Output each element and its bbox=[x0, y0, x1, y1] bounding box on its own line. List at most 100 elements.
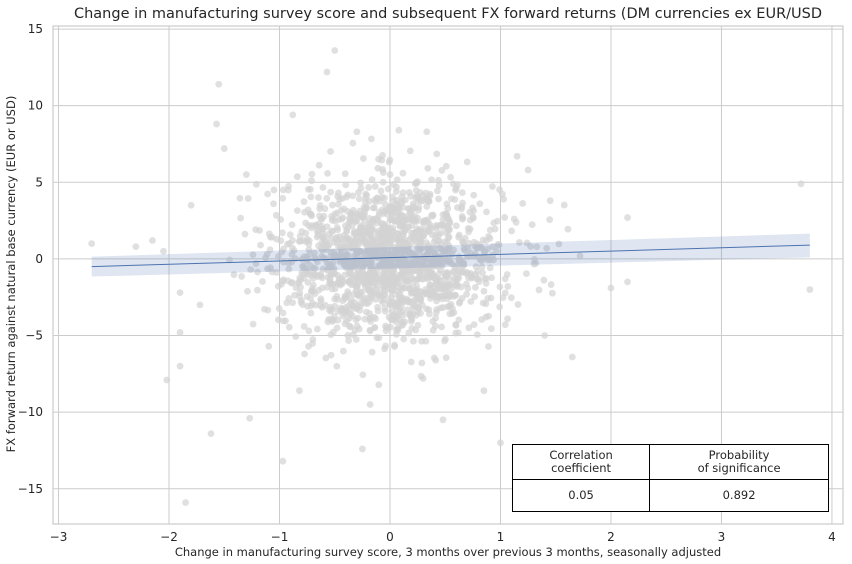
data-point bbox=[401, 196, 409, 204]
data-point bbox=[400, 335, 408, 343]
data-point bbox=[399, 189, 407, 197]
data-point bbox=[132, 243, 140, 251]
y-tick-label: 0 bbox=[35, 252, 43, 266]
y-tick-label: 5 bbox=[35, 175, 43, 189]
data-point bbox=[607, 284, 615, 292]
data-point bbox=[283, 299, 291, 307]
data-point bbox=[371, 280, 379, 288]
data-point bbox=[407, 192, 415, 200]
data-point bbox=[252, 180, 260, 188]
data-point bbox=[241, 230, 249, 238]
data-point bbox=[519, 200, 527, 207]
y-tick-label: 15 bbox=[28, 22, 43, 36]
data-point bbox=[486, 264, 494, 272]
data-point bbox=[564, 225, 572, 233]
data-point bbox=[473, 331, 481, 339]
data-point bbox=[378, 219, 385, 227]
data-point bbox=[452, 321, 459, 329]
data-point bbox=[349, 192, 357, 200]
data-point bbox=[435, 245, 443, 252]
data-point bbox=[345, 337, 353, 344]
data-point bbox=[260, 305, 268, 313]
data-point bbox=[368, 348, 376, 356]
data-point bbox=[303, 269, 310, 277]
data-point bbox=[479, 299, 487, 307]
data-point bbox=[349, 274, 357, 282]
data-point bbox=[328, 212, 336, 220]
data-point bbox=[313, 325, 321, 333]
data-point bbox=[385, 313, 393, 321]
data-point bbox=[370, 204, 378, 212]
data-point bbox=[484, 245, 492, 253]
data-point bbox=[496, 303, 504, 311]
data-point bbox=[399, 321, 407, 329]
data-point bbox=[358, 445, 366, 453]
data-point bbox=[236, 194, 244, 202]
data-point bbox=[547, 281, 555, 288]
data-point bbox=[344, 332, 352, 339]
data-point bbox=[367, 318, 374, 325]
data-point bbox=[279, 277, 287, 285]
data-point bbox=[368, 135, 375, 143]
data-point bbox=[343, 193, 350, 201]
data-point bbox=[523, 239, 531, 247]
data-point bbox=[336, 251, 344, 259]
data-point bbox=[447, 173, 455, 181]
data-point bbox=[431, 275, 439, 283]
data-point bbox=[388, 208, 396, 216]
data-point bbox=[149, 237, 156, 244]
data-point bbox=[370, 269, 378, 277]
data-point bbox=[485, 312, 492, 320]
data-point bbox=[435, 176, 442, 184]
data-point bbox=[318, 239, 326, 247]
correlation-header: Correlation coefficient bbox=[511, 444, 651, 480]
data-point bbox=[467, 298, 475, 305]
data-point bbox=[307, 224, 315, 232]
data-point bbox=[411, 180, 419, 188]
data-point bbox=[428, 270, 436, 278]
data-point bbox=[321, 205, 329, 213]
data-point bbox=[305, 327, 313, 335]
data-point bbox=[487, 325, 495, 333]
data-point bbox=[289, 299, 296, 307]
chart-title: Change in manufacturing survey score and… bbox=[74, 6, 822, 22]
data-point bbox=[384, 185, 392, 193]
data-point bbox=[459, 262, 466, 269]
data-point bbox=[284, 186, 292, 194]
data-point bbox=[407, 310, 414, 318]
data-point bbox=[333, 362, 341, 370]
data-point bbox=[315, 194, 322, 201]
data-point bbox=[364, 279, 372, 286]
data-point bbox=[363, 191, 371, 199]
data-point bbox=[244, 195, 252, 202]
data-point bbox=[392, 331, 400, 338]
data-point bbox=[393, 324, 401, 332]
data-point bbox=[257, 241, 264, 249]
data-point bbox=[328, 306, 336, 313]
data-point bbox=[279, 317, 287, 325]
data-point bbox=[333, 209, 341, 217]
data-point bbox=[323, 194, 331, 202]
data-point bbox=[382, 224, 390, 232]
data-point bbox=[316, 302, 324, 309]
data-point bbox=[343, 308, 351, 315]
data-point bbox=[393, 176, 401, 184]
data-point bbox=[402, 277, 410, 285]
data-point bbox=[329, 227, 336, 235]
data-point bbox=[480, 387, 488, 395]
data-point bbox=[319, 184, 327, 191]
data-point bbox=[342, 181, 350, 189]
data-point bbox=[465, 239, 473, 247]
data-point bbox=[412, 186, 420, 194]
data-point bbox=[391, 217, 398, 225]
data-point bbox=[433, 150, 441, 158]
data-point bbox=[322, 354, 330, 362]
data-point bbox=[433, 281, 441, 289]
data-point bbox=[560, 201, 568, 209]
data-point bbox=[541, 332, 549, 339]
data-point bbox=[504, 315, 512, 323]
data-point bbox=[405, 284, 413, 292]
data-point bbox=[493, 247, 500, 255]
data-point bbox=[349, 139, 357, 147]
data-point bbox=[323, 68, 331, 76]
